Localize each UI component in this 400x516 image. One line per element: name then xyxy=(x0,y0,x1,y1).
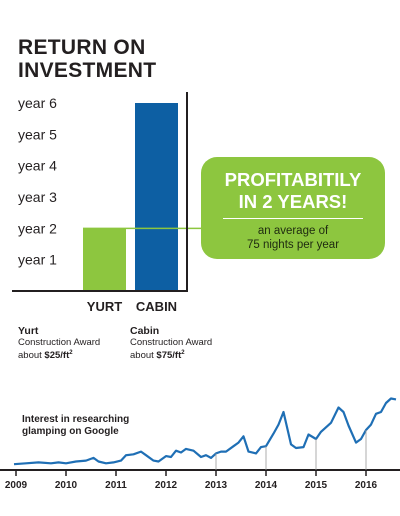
cabin-award-exp: 2 xyxy=(181,350,185,356)
yurt-award-label: Construction Award xyxy=(18,337,101,348)
yurt-award-value-line: about $25/ft2 xyxy=(18,348,100,361)
y-tick-label: year 1 xyxy=(18,252,57,268)
y-tick-label: year 6 xyxy=(18,95,57,111)
x-tick-label: 2010 xyxy=(55,480,78,491)
yurt-award-amount: $25/ft xyxy=(44,350,70,362)
x-tick-label: 2011 xyxy=(105,480,127,491)
title-line-2: INVESTMENT xyxy=(18,59,157,82)
chart-title: RETURN ON INVESTMENT xyxy=(18,36,218,82)
y-tick-label: year 3 xyxy=(18,189,57,205)
cabin-award-value: $75/ft2 xyxy=(156,350,184,361)
cabin-award: Cabin Construction Award about $75/ft2 xyxy=(130,325,213,362)
cabin-award-name: Cabin xyxy=(130,325,160,337)
x-category-label: YURT xyxy=(87,299,122,314)
line-chart-layer: 2009 2010 2011 2012 2013 2014 2015 2016 xyxy=(0,397,400,491)
x-tick-label: 2015 xyxy=(305,480,328,491)
y-tick-label: year 2 xyxy=(18,220,57,236)
bar-yurt xyxy=(83,228,126,291)
callout-sub-2: 75 nights per year xyxy=(246,239,340,251)
yurt-award: Yurt Construction Award about $25/ft2 xyxy=(18,325,101,362)
x-tick-label: 2016 xyxy=(355,480,378,491)
yurt-award-prefix: about xyxy=(18,350,45,362)
callout-headline-2: IN 2 YEARS! xyxy=(238,191,348,212)
title-line-1: RETURN ON xyxy=(18,36,146,59)
callout-subtext: an average of 75 nights per year xyxy=(201,224,385,252)
yurt-award-value: $25/ft2 xyxy=(44,350,72,361)
y-tick-label: year 4 xyxy=(18,158,57,174)
cabin-award-label: Construction Award xyxy=(130,337,213,348)
bar-chart-layer: year 1 year 2 year 3 year 4 year 5 year 6 YURT… xyxy=(12,92,215,314)
x-tick-label: 2009 xyxy=(5,480,28,491)
x-tick-label: 2014 xyxy=(255,480,278,491)
callout-headline: PROFITABITILY IN 2 YEARS! xyxy=(201,169,385,213)
x-category-label: CABIN xyxy=(136,299,177,314)
interest-line-1: Interest in researching xyxy=(22,414,130,425)
cabin-award-prefix: about xyxy=(130,350,157,362)
callout-divider xyxy=(223,218,363,219)
callout-sub-1: an average of xyxy=(257,225,329,237)
x-tick-label: 2012 xyxy=(155,480,178,491)
interest-chart-title: Interest in researching glamping on Goog… xyxy=(22,414,162,438)
yurt-award-exp: 2 xyxy=(69,350,73,356)
bar-cabin xyxy=(135,103,178,291)
x-tick-label: 2013 xyxy=(205,480,228,491)
interest-line-2: glamping on Google xyxy=(22,426,119,437)
profitability-callout: PROFITABITILY IN 2 YEARS! an average of … xyxy=(201,157,385,259)
cabin-award-value-line: about $75/ft2 xyxy=(130,348,212,361)
callout-headline-1: PROFITABITILY xyxy=(224,169,362,190)
y-tick-label: year 5 xyxy=(18,126,57,142)
interest-series-line xyxy=(13,397,397,466)
cabin-award-amount: $75/ft xyxy=(156,350,182,362)
yurt-award-name: Yurt xyxy=(18,325,39,337)
